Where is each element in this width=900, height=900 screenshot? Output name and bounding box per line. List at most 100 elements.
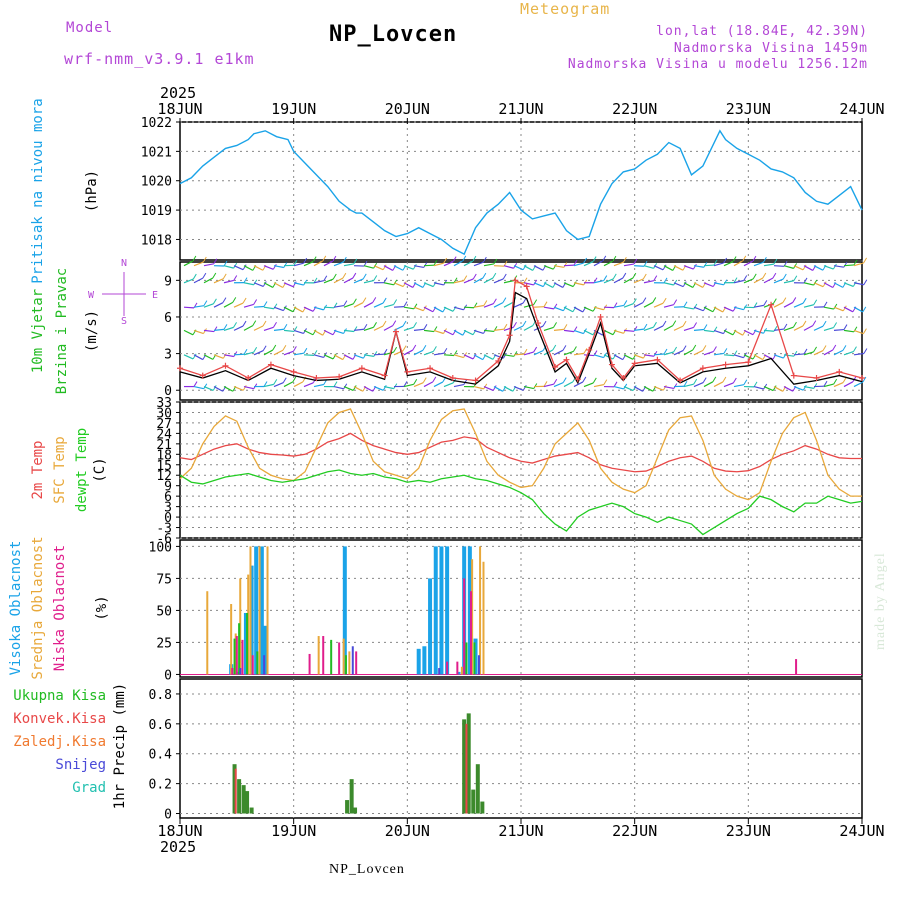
- cloud-bar: [471, 559, 474, 675]
- wind-barb: [483, 354, 494, 360]
- wind-barb: [683, 326, 694, 331]
- wind-barb-flag: [673, 279, 678, 286]
- x-tick-label-top: 18JUN: [157, 100, 202, 118]
- wind-barb: [263, 282, 274, 288]
- wind-barb: [443, 261, 454, 267]
- wind-barb: [313, 260, 324, 267]
- wind-barb: [243, 325, 254, 331]
- wind-barb: [433, 352, 444, 356]
- wind-barb: [233, 302, 244, 308]
- precip-bar: [353, 807, 358, 814]
- wind-barb: [343, 263, 354, 267]
- wind-barb: [673, 265, 684, 271]
- wind-barb: [353, 302, 364, 308]
- wind-barb-flag: [352, 298, 357, 305]
- wind-barb: [223, 354, 234, 358]
- wind-barb: [213, 328, 225, 331]
- wind-gust-marker: [813, 375, 820, 382]
- y-tick-label: 1018: [141, 233, 172, 248]
- wind-barb: [323, 354, 334, 360]
- wind-barb-flag: [802, 320, 807, 327]
- wind-barb: [743, 260, 754, 267]
- wind-barb-flag: [353, 258, 358, 265]
- wind-barb-flag: [833, 303, 838, 310]
- wind-barb: [243, 282, 254, 286]
- wind-barb-flag: [202, 272, 207, 279]
- lonlat-label: lon,lat (18.84E, 42.39N): [656, 24, 868, 39]
- wind-barb-flag: [242, 264, 247, 270]
- wind-barb-flag: [653, 350, 658, 357]
- y-tick-label: 1022: [141, 116, 172, 131]
- wind-gust-marker: [506, 332, 513, 339]
- x-tick-label-top: 19JUN: [271, 100, 316, 118]
- wind-barb-flag: [823, 380, 828, 387]
- wind-barb-flag: [383, 277, 388, 283]
- wind-barb: [263, 349, 274, 356]
- wind-barb: [653, 265, 664, 271]
- wind-gust-marker: [790, 372, 797, 379]
- cloud-bar: [465, 642, 468, 675]
- wind-barb-flag: [802, 264, 807, 271]
- wind-barb: [213, 354, 224, 359]
- wind-barb: [793, 386, 804, 391]
- wind-barb: [273, 265, 284, 269]
- wind-barb-flag: [672, 320, 677, 326]
- wind-barb: [483, 386, 494, 392]
- wind-barb: [703, 329, 714, 333]
- wind-barb: [643, 265, 654, 269]
- wind-barb-flag: [262, 320, 267, 327]
- wind-barb: [193, 329, 204, 335]
- wind-barb-flag: [783, 352, 787, 359]
- wind-barb-flag: [413, 303, 418, 310]
- wind-gust-marker: [358, 365, 365, 372]
- station-title: NP_Lovcen: [329, 22, 458, 47]
- x-tick-label-top: 21JUN: [498, 100, 543, 118]
- wind-units: (m/s): [84, 310, 100, 352]
- wind-barb: [413, 306, 424, 312]
- wind-barb-flag: [602, 255, 607, 262]
- wind-barb-flag: [323, 275, 328, 281]
- wind-barb: [493, 328, 505, 331]
- wind-barb-flag: [433, 259, 438, 266]
- wind-barb-flag: [373, 275, 378, 281]
- cloud-bar: [241, 639, 244, 675]
- wind-barb-flag: [752, 353, 757, 360]
- cloud-units: (%): [94, 595, 110, 620]
- wind-barb: [263, 326, 274, 331]
- wind-barb-flag: [383, 348, 388, 355]
- wind-barb: [293, 282, 304, 286]
- cloud-bar: [355, 651, 358, 675]
- wind-barb-flag: [192, 255, 197, 262]
- wind-barb-flag: [693, 378, 698, 385]
- wind-barb-flag: [342, 272, 347, 279]
- cloud-ylabel-2: Srednja Oblacnost: [30, 536, 46, 679]
- wind-barb: [693, 265, 704, 268]
- wind-barb-flag: [682, 345, 687, 351]
- wind-barb: [643, 280, 654, 284]
- footer-station: NP_Lovcen: [329, 862, 405, 877]
- wind-barb: [193, 261, 204, 267]
- wind-barb-flag: [802, 384, 807, 391]
- wind-barb: [363, 386, 374, 392]
- wind-barb: [493, 386, 504, 392]
- cloud-ylabel-3: Niska Oblacnost: [52, 545, 68, 671]
- wind-barb: [823, 383, 834, 388]
- wind-barb: [343, 354, 354, 360]
- wind-barb: [663, 325, 674, 331]
- y-tick-label: 30: [156, 406, 172, 421]
- wind-barb-flag: [522, 297, 527, 304]
- wind-barb: [423, 350, 434, 356]
- wind-barb-flag: [372, 297, 377, 303]
- wind-barb-flag: [812, 320, 817, 326]
- wind-barb-flag: [702, 377, 707, 383]
- wind-barb: [203, 277, 214, 284]
- wind-barb: [633, 265, 645, 267]
- wind-barb-flag: [492, 385, 497, 391]
- wind-barb-flag: [682, 320, 687, 327]
- wind-barb: [313, 383, 324, 388]
- wind-barb: [243, 265, 254, 271]
- wind-barb: [293, 306, 304, 313]
- wind-barb: [593, 279, 604, 284]
- wind-barb: [643, 386, 654, 392]
- cloud-bar: [469, 591, 472, 675]
